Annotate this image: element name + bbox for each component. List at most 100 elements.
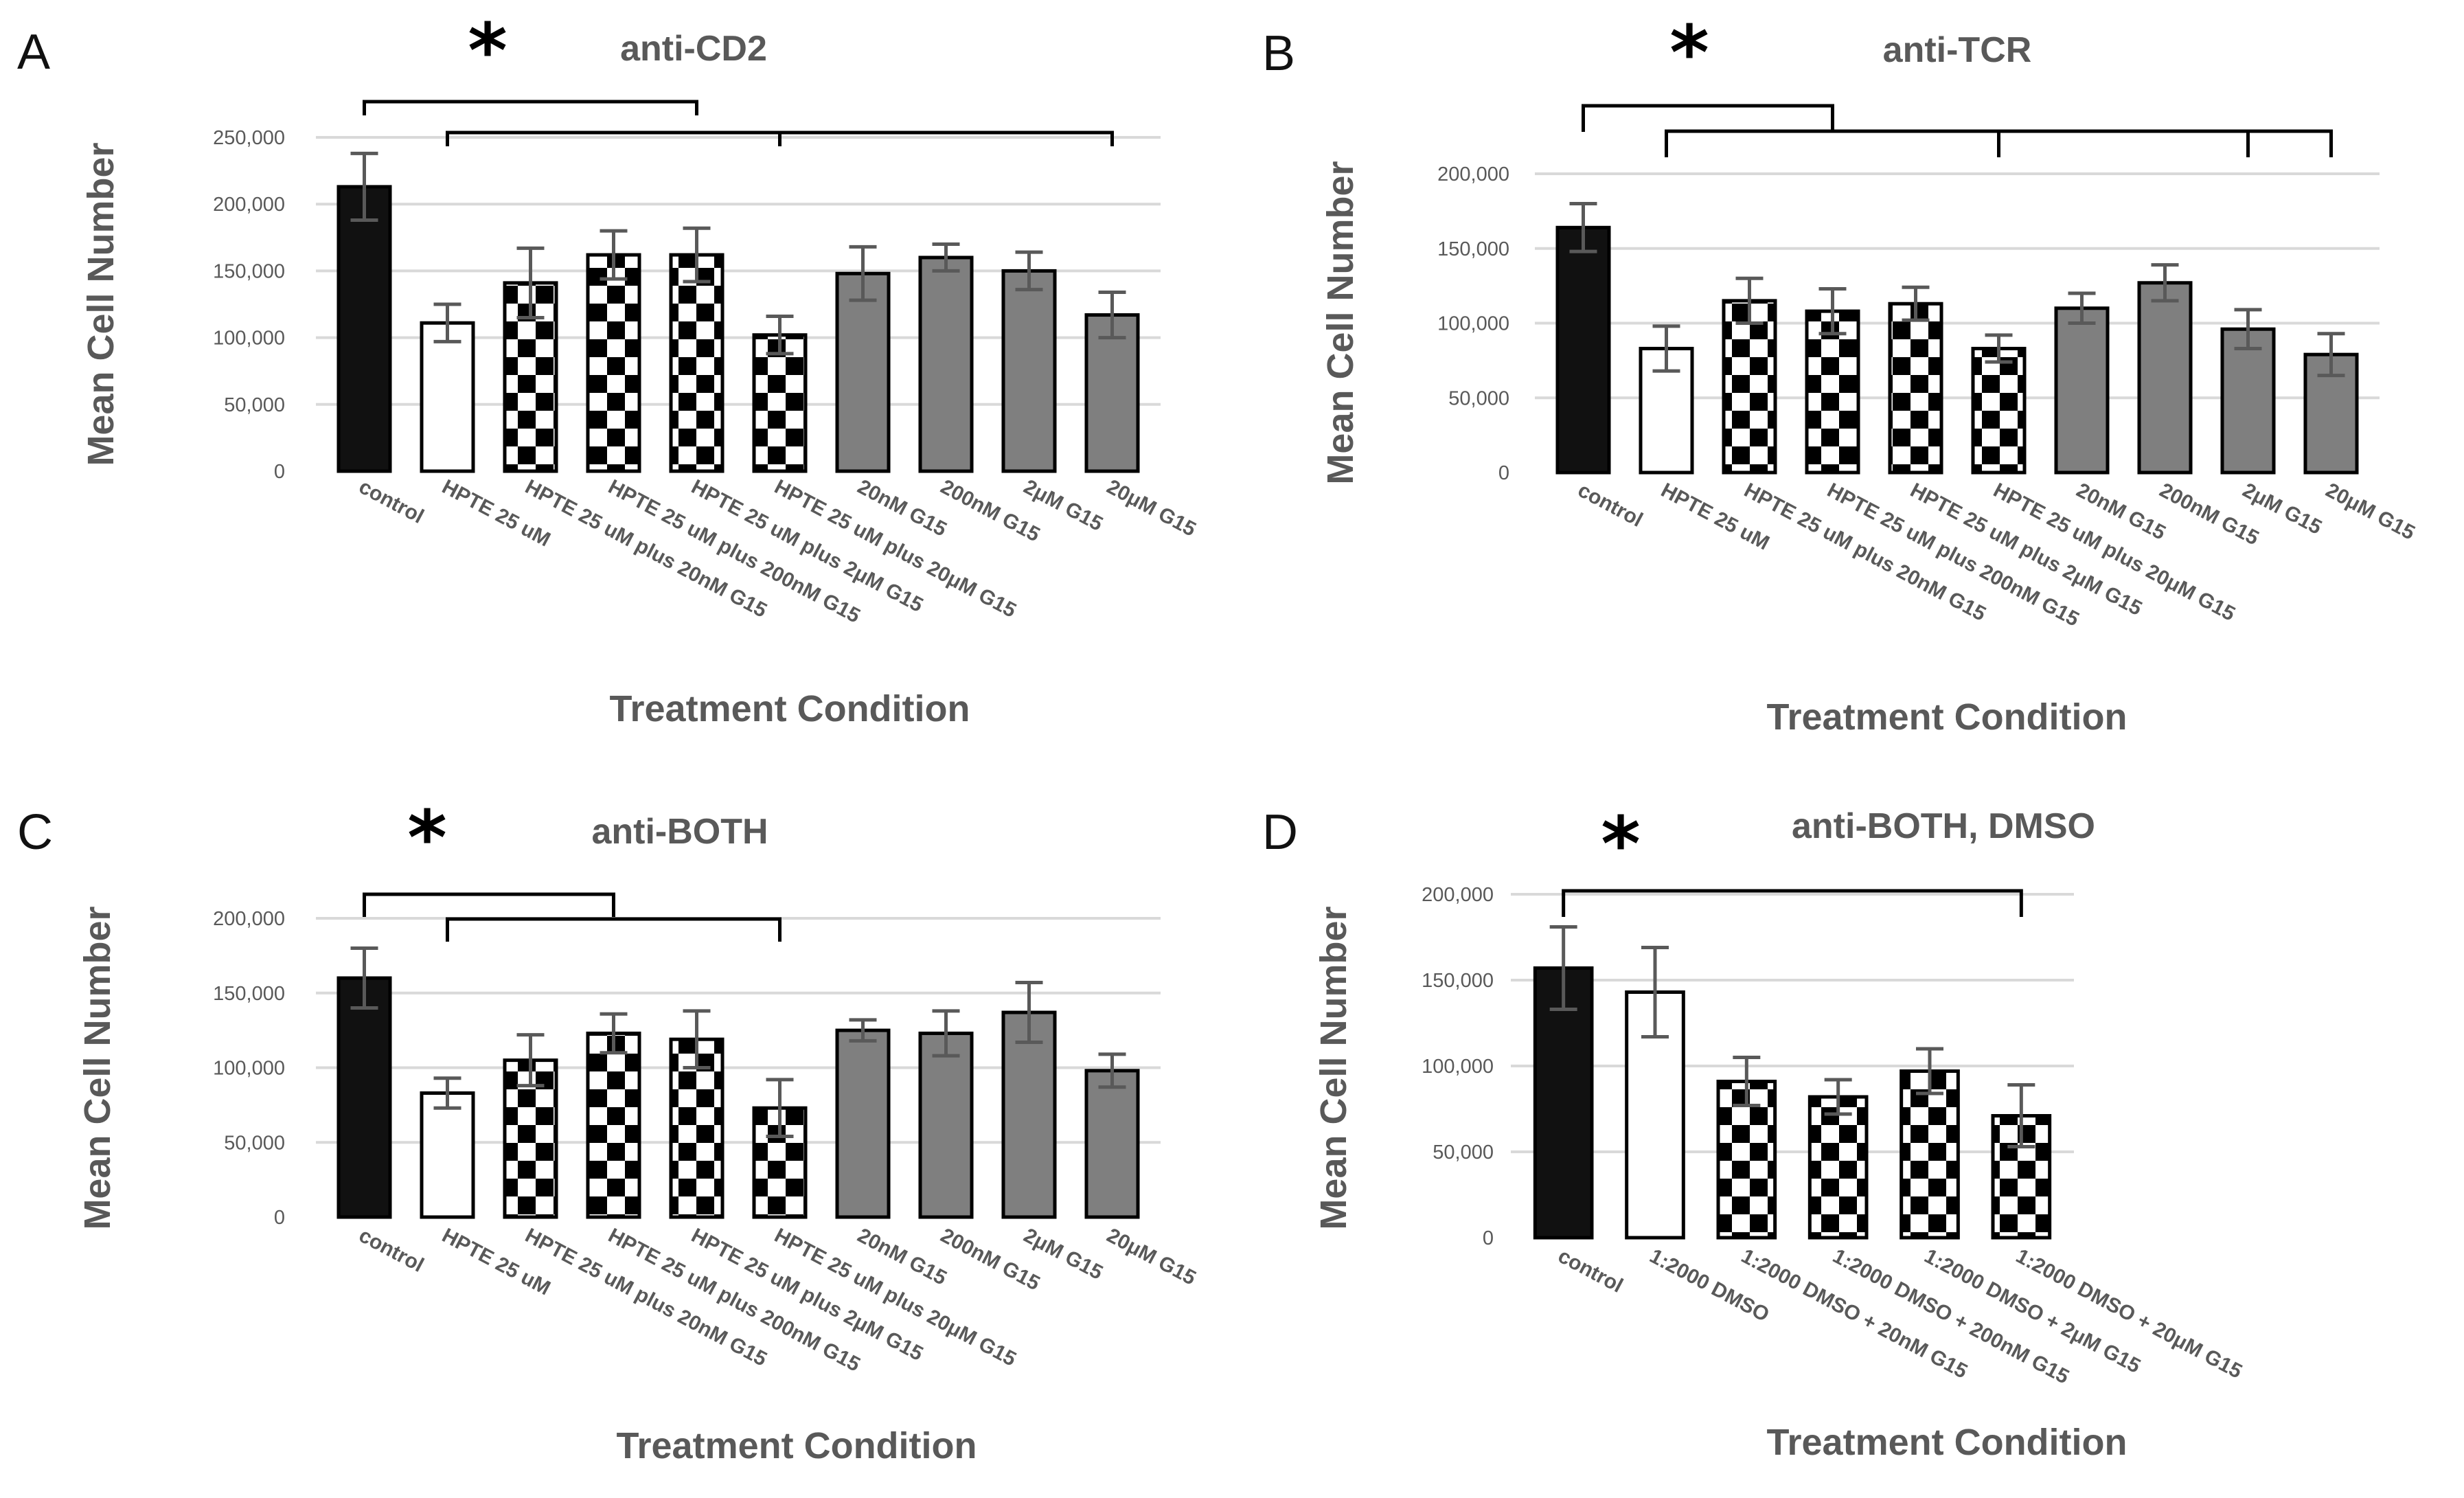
bar-3 bbox=[1716, 1080, 1777, 1240]
bar-7 bbox=[835, 1028, 891, 1219]
bar-8 bbox=[918, 1031, 974, 1219]
significance-bracket-2 bbox=[1665, 129, 2333, 157]
y-tick-label: 200,000 bbox=[1422, 884, 1494, 906]
error-bar-1 bbox=[1549, 925, 1577, 1011]
bar-9 bbox=[1001, 269, 1057, 473]
bar-1 bbox=[336, 976, 392, 1219]
x-axis-title: Treatment Condition bbox=[1767, 696, 2128, 738]
y-tick-label: 150,000 bbox=[1422, 970, 1494, 992]
error-bar-10 bbox=[1098, 291, 1126, 340]
error-bar-1 bbox=[1569, 202, 1597, 253]
error-bar-4 bbox=[1818, 286, 1847, 336]
panel-letter: A bbox=[17, 25, 50, 80]
y-tick-label: 50,000 bbox=[224, 394, 285, 416]
significance-star: * bbox=[1601, 800, 1641, 888]
y-tick-label: 150,000 bbox=[213, 983, 285, 1005]
error-bar-9 bbox=[1015, 981, 1043, 1045]
y-tick-label: 0 bbox=[274, 1207, 285, 1229]
bar-9 bbox=[2220, 327, 2276, 475]
chart-title: anti-TCR bbox=[1883, 30, 2032, 70]
bar-5 bbox=[1900, 1069, 1960, 1240]
error-bar-2 bbox=[1652, 324, 1680, 373]
error-bar-5 bbox=[683, 226, 711, 284]
y-tick-label: 50,000 bbox=[1433, 1142, 1494, 1164]
significance-star: * bbox=[407, 794, 447, 882]
error-bar-4 bbox=[1824, 1078, 1852, 1116]
error-bar-5 bbox=[1916, 1047, 1943, 1096]
significance-bracket-2 bbox=[446, 917, 782, 942]
bar-9 bbox=[1001, 1010, 1057, 1219]
y-axis-title: Mean Cell Number bbox=[80, 142, 122, 466]
bar-1 bbox=[336, 185, 392, 473]
bar-2 bbox=[420, 1091, 475, 1219]
bar-3 bbox=[1722, 299, 1777, 475]
error-bar-3 bbox=[516, 1033, 545, 1088]
chart-title: anti-BOTH bbox=[591, 812, 768, 852]
error-bar-1 bbox=[350, 946, 378, 1010]
error-bar-3 bbox=[1733, 1056, 1761, 1107]
chart-title: anti-BOTH, DMSO bbox=[1792, 806, 2095, 846]
error-bar-9 bbox=[1015, 250, 1043, 292]
y-tick-label: 0 bbox=[1483, 1227, 1494, 1249]
y-tick-label: 0 bbox=[1498, 462, 1509, 484]
x-axis-title: Treatment Condition bbox=[1767, 1422, 2128, 1463]
chart-title: anti-CD2 bbox=[620, 29, 767, 69]
y-tick-label: 0 bbox=[274, 461, 285, 483]
significance-bracket-1 bbox=[363, 892, 615, 917]
error-bar-5 bbox=[1902, 285, 1930, 322]
x-axis-title: Treatment Condition bbox=[617, 1425, 977, 1466]
bar-6 bbox=[1971, 346, 2027, 475]
category-label-1: control bbox=[355, 475, 427, 528]
category-label-1: control bbox=[1554, 1245, 1626, 1297]
y-tick-label: 200,000 bbox=[1437, 163, 1509, 185]
bar-4 bbox=[1807, 1095, 1869, 1240]
bar-2 bbox=[1639, 346, 1694, 475]
y-axis-title: Mean Cell Number bbox=[1313, 906, 1354, 1229]
error-bar-10 bbox=[1098, 1052, 1126, 1089]
bar-6 bbox=[752, 333, 808, 473]
significance-bracket-1 bbox=[1582, 104, 1834, 132]
category-label-1: control bbox=[1574, 479, 1646, 532]
error-bar-9 bbox=[2234, 308, 2262, 350]
error-bar-3 bbox=[516, 246, 545, 319]
error-bar-10 bbox=[2317, 332, 2345, 378]
error-bar-5 bbox=[683, 1009, 711, 1069]
significance-bracket-1 bbox=[363, 100, 698, 115]
error-bar-7 bbox=[2068, 291, 2096, 325]
panel-letter: D bbox=[1262, 805, 1298, 860]
y-tick-label: 150,000 bbox=[213, 260, 285, 282]
bar-3 bbox=[503, 1058, 558, 1219]
category-label-10: 20μM G15 bbox=[2322, 479, 2419, 545]
bar-1 bbox=[1555, 225, 1611, 475]
category-label-1: control bbox=[355, 1224, 427, 1277]
bar-7 bbox=[835, 271, 891, 473]
error-bar-6 bbox=[2007, 1083, 2035, 1148]
bar-7 bbox=[2054, 306, 2110, 475]
error-bar-8 bbox=[932, 242, 960, 273]
bar-4 bbox=[586, 1031, 641, 1219]
bar-2 bbox=[420, 321, 475, 473]
y-tick-label: 50,000 bbox=[1448, 387, 1509, 409]
y-tick-label: 50,000 bbox=[224, 1132, 285, 1154]
panel-letter: B bbox=[1262, 26, 1295, 81]
error-bar-6 bbox=[766, 314, 794, 356]
y-tick-label: 250,000 bbox=[213, 127, 285, 149]
y-tick-label: 100,000 bbox=[213, 1058, 285, 1080]
error-bar-7 bbox=[849, 245, 877, 302]
y-tick-label: 200,000 bbox=[213, 194, 285, 216]
significance-star: * bbox=[1669, 9, 1709, 97]
y-axis-title: Mean Cell Number bbox=[77, 906, 118, 1229]
significance-bracket-2 bbox=[446, 130, 1114, 146]
error-bar-4 bbox=[600, 1012, 628, 1055]
significance-bracket-1 bbox=[1562, 889, 2023, 917]
bar-1 bbox=[1533, 966, 1594, 1240]
error-bar-2 bbox=[1641, 946, 1669, 1039]
bar-10 bbox=[1084, 1069, 1140, 1219]
y-tick-label: 200,000 bbox=[213, 908, 285, 930]
error-bar-6 bbox=[1985, 333, 2013, 364]
